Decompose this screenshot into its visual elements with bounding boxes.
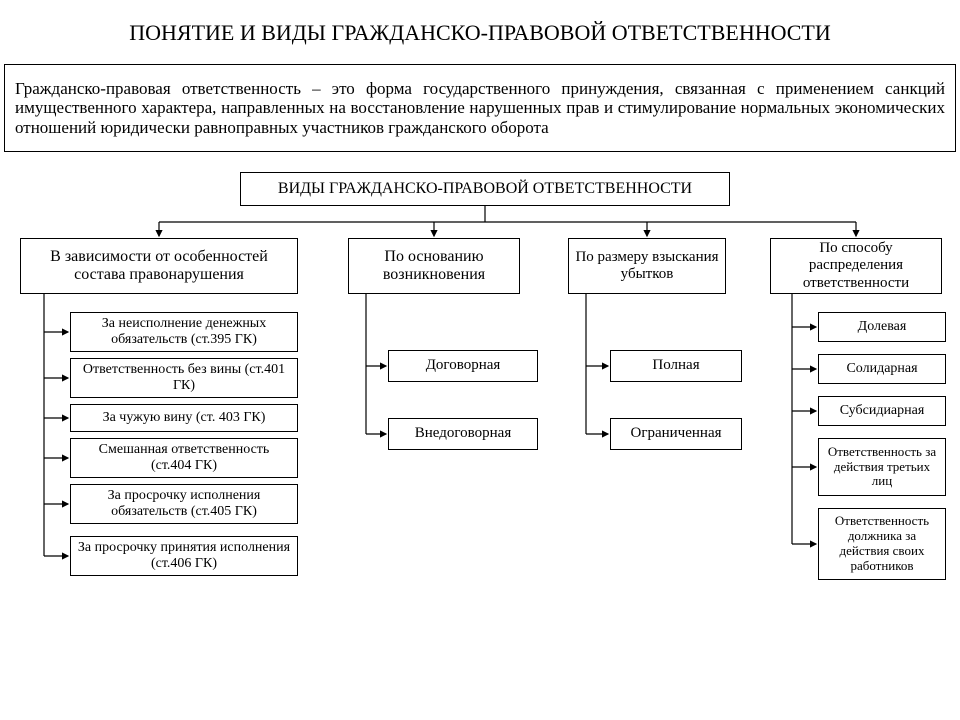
leaf-box: За неисполнение денежных обязательств (с… [70, 312, 298, 352]
leaf-box: Долевая [818, 312, 946, 342]
category-label: По основанию возникновения [355, 248, 513, 285]
leaf-box: Ограниченная [610, 418, 742, 450]
category-label: По способу распределения ответственности [777, 240, 935, 292]
leaf-box: Ответственность за действия третьих лиц [818, 438, 946, 496]
definition-box: Гражданско-правовая ответственность – эт… [4, 64, 956, 152]
leaf-label: За просрочку исполнения обязательств (ст… [77, 488, 291, 520]
category-box: По размеру взыскания убытков [568, 238, 726, 294]
leaf-box: За чужую вину (ст. 403 ГК) [70, 404, 298, 432]
leaf-label: За просрочку принятия исполнения (ст.406… [77, 540, 291, 572]
leaf-label: Субсидиарная [840, 403, 925, 419]
leaf-label: Ограниченная [630, 425, 721, 442]
leaf-box: За просрочку принятия исполнения (ст.406… [70, 536, 298, 576]
leaf-box: Смешанная ответственность (ст.404 ГК) [70, 438, 298, 478]
leaf-box: Субсидиарная [818, 396, 946, 426]
leaf-box: Ответственность должника за действия сво… [818, 508, 946, 580]
leaf-box: Солидарная [818, 354, 946, 384]
leaf-box: Ответственность без вины (ст.401 ГК) [70, 358, 298, 398]
leaf-label: Ответственность должника за действия сво… [825, 514, 939, 574]
category-box: По основанию возникновения [348, 238, 520, 294]
leaf-box: Внедоговорная [388, 418, 538, 450]
leaf-box: Договорная [388, 350, 538, 382]
category-box: По способу распределения ответственности [770, 238, 942, 294]
root-box: ВИДЫ ГРАЖДАНСКО-ПРАВОВОЙ ОТВЕТСТВЕННОСТИ [240, 172, 730, 206]
definition-text: Гражданско-правовая ответственность – эт… [15, 79, 945, 138]
leaf-label: За чужую вину (ст. 403 ГК) [103, 410, 266, 426]
leaf-label: Солидарная [846, 361, 917, 377]
category-label: В зависимости от особенностей состава пр… [27, 248, 291, 285]
leaf-label: Внедоговорная [415, 425, 511, 442]
leaf-box: За просрочку исполнения обязательств (ст… [70, 484, 298, 524]
leaf-label: Смешанная ответственность (ст.404 ГК) [77, 442, 291, 474]
leaf-label: За неисполнение денежных обязательств (с… [77, 316, 291, 348]
leaf-label: Ответственность за действия третьих лиц [825, 445, 939, 490]
leaf-label: Полная [652, 357, 699, 374]
root-box-label: ВИДЫ ГРАЖДАНСКО-ПРАВОВОЙ ОТВЕТСТВЕННОСТИ [278, 180, 692, 198]
leaf-box: Полная [610, 350, 742, 382]
category-label: По размеру взыскания убытков [575, 249, 719, 284]
page-title: ПОНЯТИЕ И ВИДЫ ГРАЖДАНСКО-ПРАВОВОЙ ОТВЕТ… [0, 20, 960, 46]
leaf-label: Ответственность без вины (ст.401 ГК) [77, 362, 291, 394]
leaf-label: Договорная [426, 357, 501, 374]
category-box: В зависимости от особенностей состава пр… [20, 238, 298, 294]
leaf-label: Долевая [858, 319, 907, 335]
